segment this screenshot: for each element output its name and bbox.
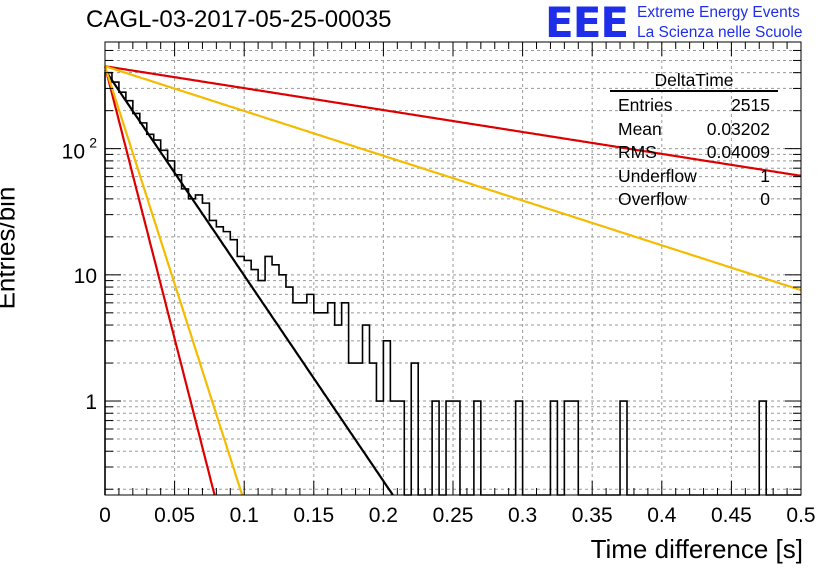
y-tick-label: 1 [85,391,97,414]
logo-line-1: Extreme Energy Events [637,4,800,21]
y-tick-label-exponent: 2 [89,135,97,151]
stats-row-underflow: Underflow 1 [610,165,778,189]
stats-title: DeltaTime [610,70,778,92]
stats-value: 0.03202 [706,118,770,139]
x-tick-label: 0.05 [154,504,195,527]
stats-label: Mean [618,118,662,139]
x-tick-label: 0.35 [572,504,613,527]
fit-line-2 [104,65,802,177]
x-tick-label: 0.45 [711,504,752,527]
x-tick-label: 0.2 [369,504,398,527]
x-tick-label: 0.25 [433,504,474,527]
stats-value: 2515 [731,95,770,115]
x-tick-label: 0.1 [230,504,259,527]
x-tick-label: 0.4 [647,504,677,527]
x-tick-label: 0.5 [786,504,815,527]
fit-line-3 [104,65,802,292]
fit-line-5 [103,65,244,496]
fit-lines [103,65,802,496]
y-axis-label: Entries/bin [0,186,21,310]
fit-line-1 [104,69,394,496]
run-title: CAGL-03-2017-05-25-00035 [86,6,392,33]
x-axis-label: Time difference [s] [590,534,803,564]
stats-label: Underflow [618,165,697,186]
stats-box: DeltaTime Entries 2515 Mean 0.03202 RMS 0.0… [610,70,778,212]
logo-line-2: La Scienza nelle Scuole [637,24,803,41]
stats-row-rms: RMS 0.04009 [610,141,778,165]
y-tick-label: 10 [74,265,97,288]
y-tick-label: 10 [62,141,85,164]
eee-logo: EEE [545,0,629,47]
stats-label: RMS [618,142,657,162]
fit-line-4 [103,65,216,496]
stats-row-overflow: Overflow 0 [610,188,778,212]
stats-value: 1 [760,165,770,186]
stats-value: 0 [760,189,770,209]
x-tick-label: 0.3 [508,504,537,527]
tick-labels: 0 0.05 0.1 0.15 0.2 0.25 0.3 0.35 0.4 0.45 0.51101… [62,135,816,527]
stats-row-mean: Mean 0.03202 [610,118,778,142]
x-tick-label: 0.15 [293,504,334,527]
stats-label: Overflow [618,189,688,209]
x-tick-label: 0 [99,504,111,527]
stats-value: 0.04009 [706,142,770,162]
axes [104,41,802,496]
stats-label: Entries [618,95,673,115]
stats-row-entries: Entries 2515 [610,94,778,118]
